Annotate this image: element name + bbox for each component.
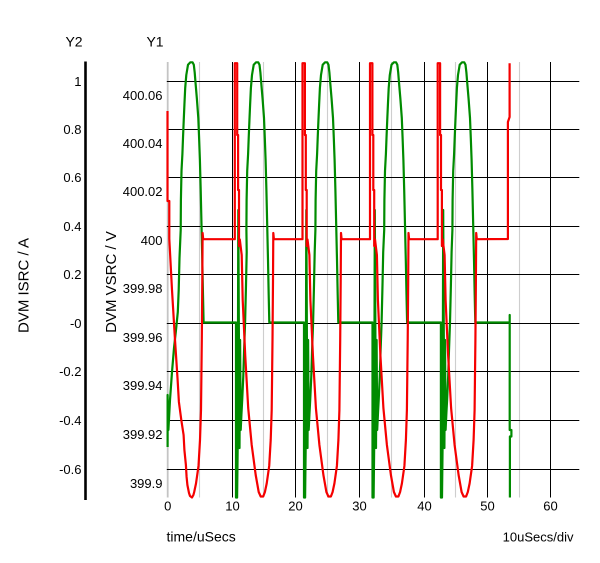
svg-text:-0.2: -0.2 (59, 364, 81, 379)
svg-text:0.8: 0.8 (63, 122, 81, 137)
svg-text:400.06: 400.06 (123, 88, 163, 103)
svg-text:Y2: Y2 (65, 34, 82, 50)
svg-text:10: 10 (225, 499, 239, 514)
svg-text:400: 400 (141, 233, 163, 248)
svg-text:399.98: 399.98 (123, 281, 163, 296)
svg-text:30: 30 (352, 499, 366, 514)
svg-text:Y1: Y1 (146, 34, 163, 50)
svg-text:0.2: 0.2 (63, 267, 81, 282)
svg-text:20: 20 (288, 499, 302, 514)
svg-text:-0: -0 (70, 316, 82, 331)
svg-text:10uSecs/div: 10uSecs/div (503, 530, 574, 545)
svg-text:60: 60 (543, 499, 557, 514)
svg-text:-0.6: -0.6 (59, 462, 81, 477)
svg-text:time/uSecs: time/uSecs (167, 529, 236, 545)
svg-text:399.96: 399.96 (123, 330, 163, 345)
svg-text:DVM VSRC / V: DVM VSRC / V (103, 231, 120, 333)
svg-text:400.04: 400.04 (123, 136, 163, 151)
svg-text:50: 50 (480, 499, 494, 514)
svg-text:399.92: 399.92 (123, 427, 163, 442)
svg-text:0.6: 0.6 (63, 170, 81, 185)
svg-text:0: 0 (164, 499, 171, 514)
svg-text:40: 40 (417, 499, 431, 514)
svg-text:399.9: 399.9 (130, 476, 163, 491)
svg-text:399.94: 399.94 (123, 378, 163, 393)
svg-text:DVM ISRC / A: DVM ISRC / A (16, 238, 33, 333)
svg-text:0.4: 0.4 (63, 219, 81, 234)
svg-text:1: 1 (74, 74, 81, 89)
svg-text:-0.4: -0.4 (59, 413, 81, 428)
svg-text:400.02: 400.02 (123, 184, 163, 199)
